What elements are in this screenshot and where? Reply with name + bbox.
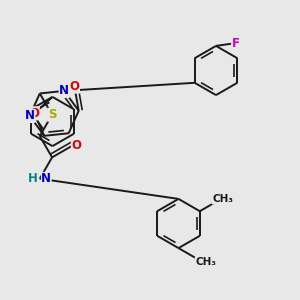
Text: O: O [29,107,39,120]
Text: N: N [59,84,69,98]
Text: S: S [48,108,56,121]
Text: CH₃: CH₃ [195,257,216,267]
Text: N: N [41,172,51,185]
Text: O: O [71,139,81,152]
Text: O: O [69,80,80,93]
Text: H: H [28,172,38,185]
Text: CH₃: CH₃ [212,194,233,204]
Text: N: N [25,110,35,122]
Text: F: F [232,37,240,50]
